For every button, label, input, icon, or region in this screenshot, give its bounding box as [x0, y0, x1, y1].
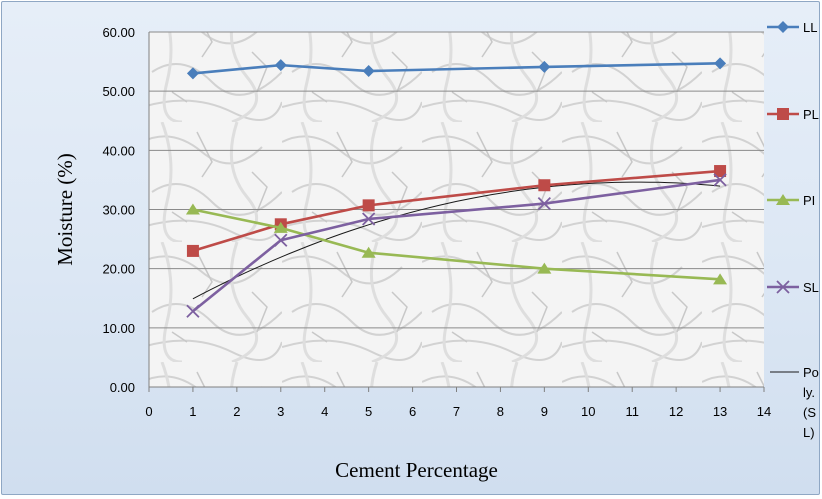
x-tick-label: 7 — [453, 404, 460, 419]
legend-label: (S — [803, 405, 816, 420]
data-point — [362, 199, 375, 212]
legend-label: PL — [803, 107, 819, 122]
x-tick-label: 9 — [541, 404, 548, 419]
x-tick-label: 5 — [365, 404, 372, 419]
data-point — [713, 273, 728, 285]
data-point — [538, 60, 551, 73]
legend-label: Po — [803, 365, 819, 380]
series-layer — [185, 57, 728, 318]
data-point — [186, 244, 199, 257]
legend-item-sl: SL — [767, 280, 819, 295]
data-point — [273, 221, 288, 233]
data-point — [185, 203, 200, 215]
legend-label: SL — [803, 280, 819, 295]
y-axis-title: Moisture (%) — [53, 153, 77, 266]
data-point — [186, 67, 199, 80]
x-tick-label: 10 — [581, 404, 595, 419]
series-sl — [186, 173, 727, 318]
data-point — [714, 57, 727, 70]
legend-label: L) — [803, 425, 815, 440]
data-point — [274, 233, 288, 247]
y-tick-label: 30.00 — [102, 203, 135, 218]
data-point — [777, 21, 789, 33]
legend-label: LL — [803, 20, 817, 35]
data-point — [538, 179, 551, 192]
data-point — [714, 165, 727, 178]
x-axis-title: Cement Percentage — [335, 458, 498, 482]
y-tick-label: 50.00 — [102, 84, 135, 99]
data-point — [362, 65, 375, 78]
data-point — [186, 304, 200, 318]
x-tick-label: 14 — [757, 404, 771, 419]
data-point — [274, 59, 287, 72]
legend-item-ll: LL — [767, 20, 817, 35]
x-tick-label: 3 — [277, 404, 284, 419]
legend-item-trendline: Po ly. (S L) — [770, 365, 819, 440]
series-pi — [185, 203, 728, 285]
x-tick-label: 8 — [497, 404, 504, 419]
data-point — [713, 173, 727, 187]
legend: LL PL PI SL Po ly. (S L) — [767, 20, 819, 440]
trendline — [192, 181, 721, 300]
x-tick-label: 4 — [321, 404, 328, 419]
x-tick-label: 11 — [625, 404, 639, 419]
y-tick-label: 60.00 — [102, 25, 135, 40]
legend-item-pl: PL — [767, 107, 819, 122]
data-point — [361, 246, 376, 258]
x-tick-label: 1 — [189, 404, 196, 419]
x-tick-label: 6 — [409, 404, 416, 419]
x-tick-label: 13 — [713, 404, 727, 419]
x-tick-label: 0 — [145, 404, 152, 419]
data-point — [537, 196, 551, 211]
y-tick-label: 10.00 — [102, 321, 135, 336]
legend-label: ly. — [803, 385, 815, 400]
x-tick-label: 12 — [669, 404, 683, 419]
data-point — [776, 280, 790, 294]
x-tick-label: 2 — [233, 404, 240, 419]
data-point — [776, 194, 790, 205]
series-ll — [186, 57, 727, 80]
gridlines — [149, 31, 764, 329]
y-tick-label: 40.00 — [102, 143, 135, 158]
legend-label: PI — [803, 193, 815, 208]
y-tick-label: 20.00 — [102, 262, 135, 277]
legend-item-pi: PI — [767, 193, 815, 208]
y-tick-label: 0.00 — [110, 380, 135, 395]
data-point — [537, 262, 552, 274]
data-point — [777, 108, 789, 120]
data-point — [362, 212, 376, 226]
